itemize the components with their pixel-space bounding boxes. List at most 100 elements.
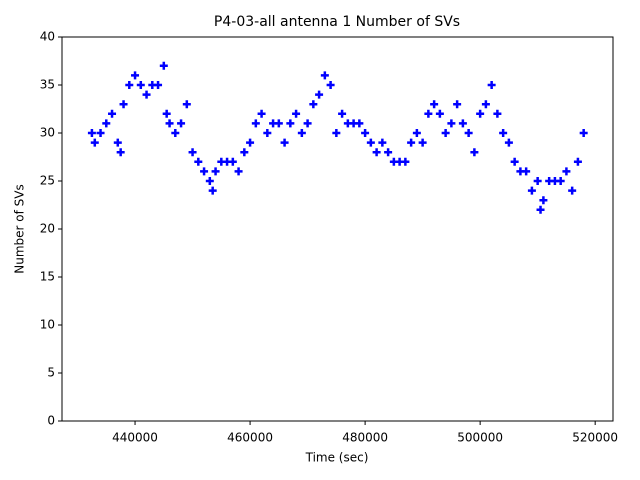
- point: [159, 61, 168, 70]
- point: [188, 148, 197, 157]
- point: [171, 129, 180, 137]
- point: [504, 138, 513, 147]
- point: [162, 109, 171, 118]
- point: [430, 100, 439, 109]
- y-tick-label: 5: [47, 366, 55, 380]
- point: [470, 148, 479, 157]
- x-tick-label: 500000: [457, 431, 503, 445]
- y-tick-label: 0: [47, 414, 55, 428]
- point: [366, 138, 375, 147]
- point: [326, 81, 335, 89]
- point: [332, 129, 341, 137]
- point: [119, 100, 128, 109]
- point: [102, 119, 111, 128]
- point: [154, 81, 163, 89]
- point: [476, 109, 485, 118]
- point: [211, 167, 220, 176]
- point: [412, 129, 421, 137]
- point: [453, 100, 462, 109]
- point: [263, 129, 272, 137]
- x-tick-label: 520000: [572, 431, 618, 445]
- point: [113, 138, 122, 147]
- point: [539, 196, 548, 205]
- point: [435, 109, 444, 118]
- point: [96, 129, 105, 137]
- point: [493, 109, 502, 118]
- point: [194, 157, 203, 166]
- point: [527, 186, 536, 195]
- point: [280, 138, 289, 147]
- point: [338, 109, 347, 118]
- y-tick-label: 15: [40, 270, 55, 284]
- y-tick-label: 40: [40, 30, 55, 44]
- point: [131, 71, 140, 80]
- point: [240, 148, 249, 157]
- point: [441, 129, 450, 137]
- point: [246, 138, 255, 147]
- point: [372, 148, 381, 157]
- point: [556, 177, 565, 185]
- x-tick-label: 440000: [112, 431, 158, 445]
- chart-title: P4-03-all antenna 1 Number of SVs: [214, 14, 460, 30]
- point: [182, 100, 191, 109]
- point: [108, 109, 117, 118]
- point: [208, 186, 217, 195]
- point: [533, 177, 542, 185]
- point: [309, 100, 318, 109]
- point: [401, 157, 410, 166]
- point: [90, 138, 99, 147]
- point: [424, 109, 433, 118]
- point: [125, 81, 134, 89]
- point: [303, 119, 312, 128]
- point: [568, 186, 577, 195]
- point: [562, 167, 571, 176]
- point: [274, 119, 283, 128]
- point: [458, 119, 467, 128]
- x-tick-label: 460000: [227, 431, 273, 445]
- point: [447, 119, 456, 128]
- point: [286, 119, 295, 128]
- point: [522, 167, 531, 176]
- point: [228, 157, 237, 166]
- point: [487, 81, 496, 89]
- point: [257, 109, 266, 118]
- plot-frame: [61, 36, 614, 422]
- point: [378, 138, 387, 147]
- point: [418, 138, 427, 147]
- y-axis-label: Number of SVs: [13, 184, 27, 273]
- point: [464, 129, 473, 137]
- y-tick-label: 35: [40, 78, 55, 92]
- point: [297, 129, 306, 137]
- y-tick-label: 20: [40, 222, 55, 236]
- point: [142, 90, 151, 99]
- point: [573, 157, 582, 166]
- point: [234, 167, 243, 176]
- point: [292, 109, 301, 118]
- point: [407, 138, 416, 147]
- y-tick-label: 10: [40, 318, 55, 332]
- point: [579, 129, 588, 137]
- point: [205, 177, 214, 185]
- point: [200, 167, 209, 176]
- point: [355, 119, 364, 128]
- point: [87, 129, 96, 137]
- point: [481, 100, 490, 109]
- point: [384, 148, 393, 157]
- point: [177, 119, 186, 128]
- point: [510, 157, 519, 166]
- point: [165, 119, 174, 128]
- y-tick-label: 25: [40, 174, 55, 188]
- point: [136, 81, 145, 89]
- point: [536, 205, 545, 214]
- point: [320, 71, 329, 80]
- x-axis-label: Time (sec): [305, 451, 369, 465]
- y-tick-label: 30: [40, 126, 55, 140]
- x-tick-label: 480000: [342, 431, 388, 445]
- point: [251, 119, 260, 128]
- point: [361, 129, 370, 137]
- point: [499, 129, 508, 137]
- point: [116, 148, 125, 157]
- point: [315, 90, 324, 99]
